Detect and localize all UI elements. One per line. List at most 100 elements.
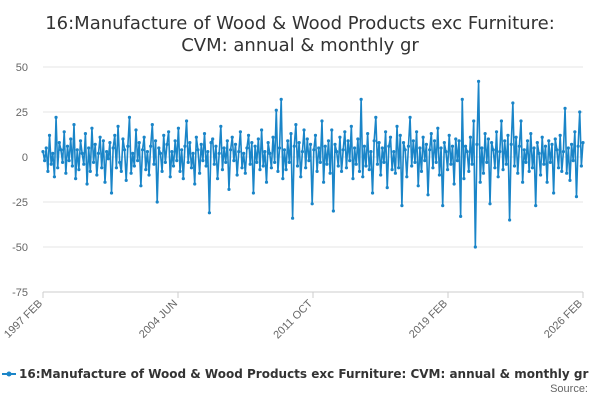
data-point[interactable]: [573, 130, 577, 134]
data-point[interactable]: [441, 204, 445, 208]
legend[interactable]: 16:Manufacture of Wood & Wood Products e…: [2, 367, 588, 381]
data-point[interactable]: [527, 169, 531, 173]
data-point[interactable]: [96, 151, 101, 155]
data-point[interactable]: [450, 144, 455, 148]
data-point[interactable]: [277, 146, 282, 150]
data-point[interactable]: [406, 144, 411, 148]
data-point[interactable]: [162, 133, 166, 137]
data-point[interactable]: [80, 151, 84, 155]
data-point[interactable]: [470, 162, 474, 166]
data-point[interactable]: [150, 123, 154, 127]
data-point[interactable]: [274, 108, 278, 112]
data-point[interactable]: [398, 133, 402, 137]
data-point[interactable]: [72, 123, 76, 127]
data-point[interactable]: [85, 182, 89, 186]
data-point[interactable]: [449, 162, 453, 166]
data-point[interactable]: [556, 166, 561, 170]
data-point[interactable]: [431, 166, 435, 170]
data-point[interactable]: [253, 144, 257, 148]
data-point[interactable]: [569, 142, 574, 146]
data-point[interactable]: [463, 144, 468, 148]
data-point[interactable]: [516, 171, 520, 175]
data-point[interactable]: [230, 135, 234, 139]
data-point[interactable]: [442, 141, 446, 145]
data-point[interactable]: [113, 133, 117, 137]
data-point[interactable]: [348, 159, 352, 163]
data-point[interactable]: [361, 175, 365, 179]
data-point[interactable]: [429, 132, 433, 136]
data-point[interactable]: [454, 137, 458, 141]
data-point[interactable]: [307, 159, 311, 163]
data-point[interactable]: [171, 164, 176, 168]
data-point[interactable]: [220, 168, 225, 172]
data-point[interactable]: [194, 135, 198, 139]
data-point[interactable]: [356, 137, 360, 141]
data-point[interactable]: [238, 130, 242, 134]
data-point[interactable]: [173, 139, 177, 143]
data-point[interactable]: [537, 151, 541, 155]
data-point[interactable]: [295, 164, 300, 168]
data-point[interactable]: [196, 148, 200, 152]
data-point[interactable]: [543, 144, 548, 148]
data-point[interactable]: [490, 141, 494, 145]
data-point[interactable]: [322, 180, 326, 184]
data-point[interactable]: [485, 160, 489, 164]
data-point[interactable]: [331, 209, 335, 213]
data-point[interactable]: [134, 128, 138, 132]
data-point[interactable]: [436, 126, 440, 130]
data-point[interactable]: [434, 160, 438, 164]
data-point[interactable]: [201, 159, 205, 163]
data-point[interactable]: [504, 162, 508, 166]
data-point[interactable]: [136, 159, 140, 163]
data-point[interactable]: [452, 182, 456, 186]
data-point[interactable]: [385, 186, 389, 190]
data-point[interactable]: [56, 166, 60, 170]
data-point[interactable]: [357, 169, 362, 173]
data-point[interactable]: [367, 168, 371, 172]
data-point[interactable]: [211, 137, 215, 141]
data-point[interactable]: [413, 160, 417, 164]
data-point[interactable]: [202, 132, 207, 136]
data-point[interactable]: [366, 132, 370, 136]
data-point[interactable]: [313, 133, 318, 137]
data-point[interactable]: [255, 160, 259, 164]
data-point[interactable]: [486, 137, 490, 141]
data-point[interactable]: [75, 148, 79, 152]
data-point[interactable]: [444, 150, 448, 154]
data-point[interactable]: [258, 168, 262, 172]
data-point[interactable]: [204, 164, 208, 168]
data-point[interactable]: [282, 148, 287, 152]
data-point[interactable]: [122, 148, 127, 152]
data-point[interactable]: [287, 160, 291, 164]
data-point[interactable]: [423, 159, 427, 163]
data-point[interactable]: [155, 200, 159, 204]
data-point[interactable]: [207, 211, 211, 215]
data-point[interactable]: [372, 139, 376, 143]
data-point[interactable]: [304, 166, 308, 170]
data-point[interactable]: [168, 175, 172, 179]
data-point[interactable]: [240, 166, 244, 170]
data-point[interactable]: [565, 171, 569, 175]
data-point[interactable]: [521, 180, 525, 184]
data-point[interactable]: [447, 133, 451, 137]
data-point[interactable]: [392, 150, 396, 154]
data-point[interactable]: [579, 164, 583, 168]
data-point[interactable]: [532, 146, 536, 150]
data-point[interactable]: [421, 135, 425, 139]
data-point[interactable]: [251, 191, 256, 195]
data-point[interactable]: [180, 148, 184, 152]
data-point[interactable]: [281, 177, 285, 181]
data-point[interactable]: [87, 146, 91, 150]
data-point[interactable]: [54, 115, 58, 119]
data-point[interactable]: [341, 148, 345, 152]
data-point[interactable]: [175, 159, 179, 163]
data-point[interactable]: [522, 148, 526, 152]
data-point[interactable]: [432, 139, 437, 143]
data-point[interactable]: [95, 173, 99, 177]
data-point[interactable]: [395, 124, 399, 128]
data-point[interactable]: [581, 141, 585, 145]
data-point[interactable]: [225, 139, 229, 143]
data-point[interactable]: [553, 137, 557, 141]
data-point[interactable]: [566, 146, 570, 150]
data-point[interactable]: [481, 171, 486, 175]
